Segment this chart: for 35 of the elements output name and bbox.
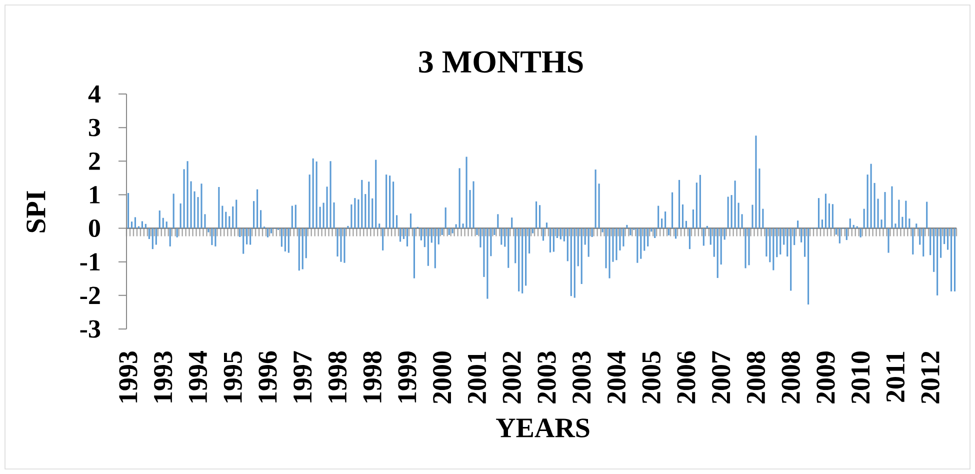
x-tick-label: 2009 [816, 351, 835, 404]
x-tick-label: 2008 [782, 351, 800, 404]
x-tick-label: 2003 [538, 351, 556, 404]
x-tick-label: 1999 [398, 351, 416, 402]
x-tick-label: 1998 [328, 351, 347, 402]
y-tick-label: -2 [80, 286, 100, 304]
y-tick-label: -1 [80, 253, 100, 270]
x-tick-label: 2012 [921, 352, 940, 404]
x-tick-label: 2010 [851, 352, 870, 404]
x-tick-label: 1998 [363, 351, 382, 402]
x-tick-label: 1994 [188, 351, 208, 402]
x-tick-label: 2003 [572, 351, 591, 404]
x-tick-label: 2008 [746, 351, 766, 404]
y-tick-label: 0 [88, 220, 100, 238]
x-tick-label: 2007 [712, 351, 730, 404]
y-tick-label: 2 [89, 152, 100, 170]
x-tick-label: 2001 [468, 352, 486, 404]
y-tick-label: 3 [88, 118, 100, 136]
y-tick-label: 1 [90, 186, 100, 204]
x-tick-label: 2002 [502, 352, 521, 404]
x-tick-label: 2006 [677, 351, 696, 404]
x-tick-label: 1993 [119, 351, 138, 402]
x-tick-label: 2000 [433, 352, 452, 404]
y-axis-title: SPI [26, 191, 46, 232]
x-tick-label: 1996 [258, 351, 277, 402]
y-tick-label: -3 [80, 320, 100, 338]
chart-title: 3 MONTHS [419, 51, 583, 73]
x-tick-label: 1995 [224, 352, 242, 402]
x-tick-label: 2005 [642, 352, 660, 404]
x-tick-label: 2011 [886, 352, 905, 402]
x-tick-label: 1993 [154, 351, 172, 402]
x-axis-title: YEARS [496, 418, 590, 438]
x-tick-label: 1997 [294, 351, 312, 402]
y-tick-label: 4 [88, 85, 100, 103]
x-tick-label: 2004 [607, 351, 626, 404]
